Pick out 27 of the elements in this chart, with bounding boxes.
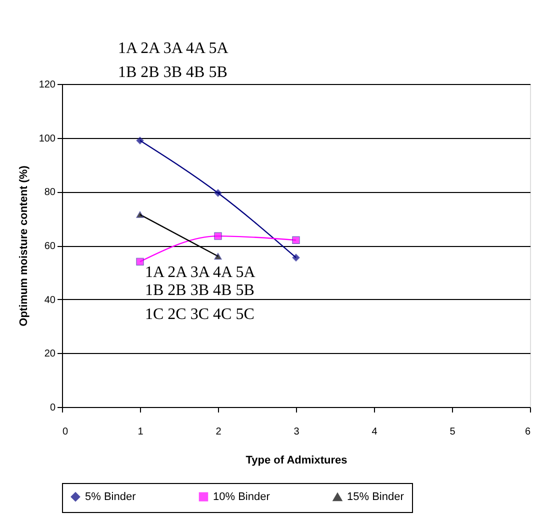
- y-tick-label: 20: [44, 348, 56, 360]
- y-tick-label: 0: [50, 402, 56, 414]
- x-tick-label: 1: [138, 426, 144, 438]
- legend-label: 15% Binder: [347, 491, 404, 504]
- x-tick-label: 2: [216, 426, 222, 438]
- point: [136, 136, 144, 144]
- legend-label: 10% Binder: [213, 490, 270, 503]
- x-tick-label: 5: [450, 426, 456, 438]
- point: [292, 236, 300, 244]
- annotation: 1A 2A 3A 4A 5A 1B 2B 3B 4B 5B 1C 2C 3C 4C 5C: [145, 264, 256, 323]
- y-tick-label: 60: [44, 241, 56, 252]
- y-tick-label: 100: [38, 133, 56, 144]
- point: [136, 258, 144, 266]
- y-tick-label: 80: [44, 187, 56, 198]
- x-axis-title: Type of Admixtures: [246, 454, 348, 466]
- x-tick-label: 4: [372, 426, 378, 438]
- legend-label: 5% Binder: [85, 490, 136, 503]
- text: 1A 2A 3A 4A 5A 1B 2B 3B 4B 5B: [118, 40, 229, 81]
- y-axis-title: Optimum moisture content (%): [18, 165, 30, 326]
- point: [214, 232, 222, 240]
- point: [214, 189, 222, 197]
- y-tick-label: 40: [44, 294, 56, 306]
- x-tick-label: 3: [294, 426, 300, 438]
- point: [292, 254, 300, 262]
- x-tick-label: 0: [62, 426, 68, 438]
- x-tick-label: 6: [524, 426, 531, 438]
- y-tick-label: 120: [38, 80, 56, 90]
